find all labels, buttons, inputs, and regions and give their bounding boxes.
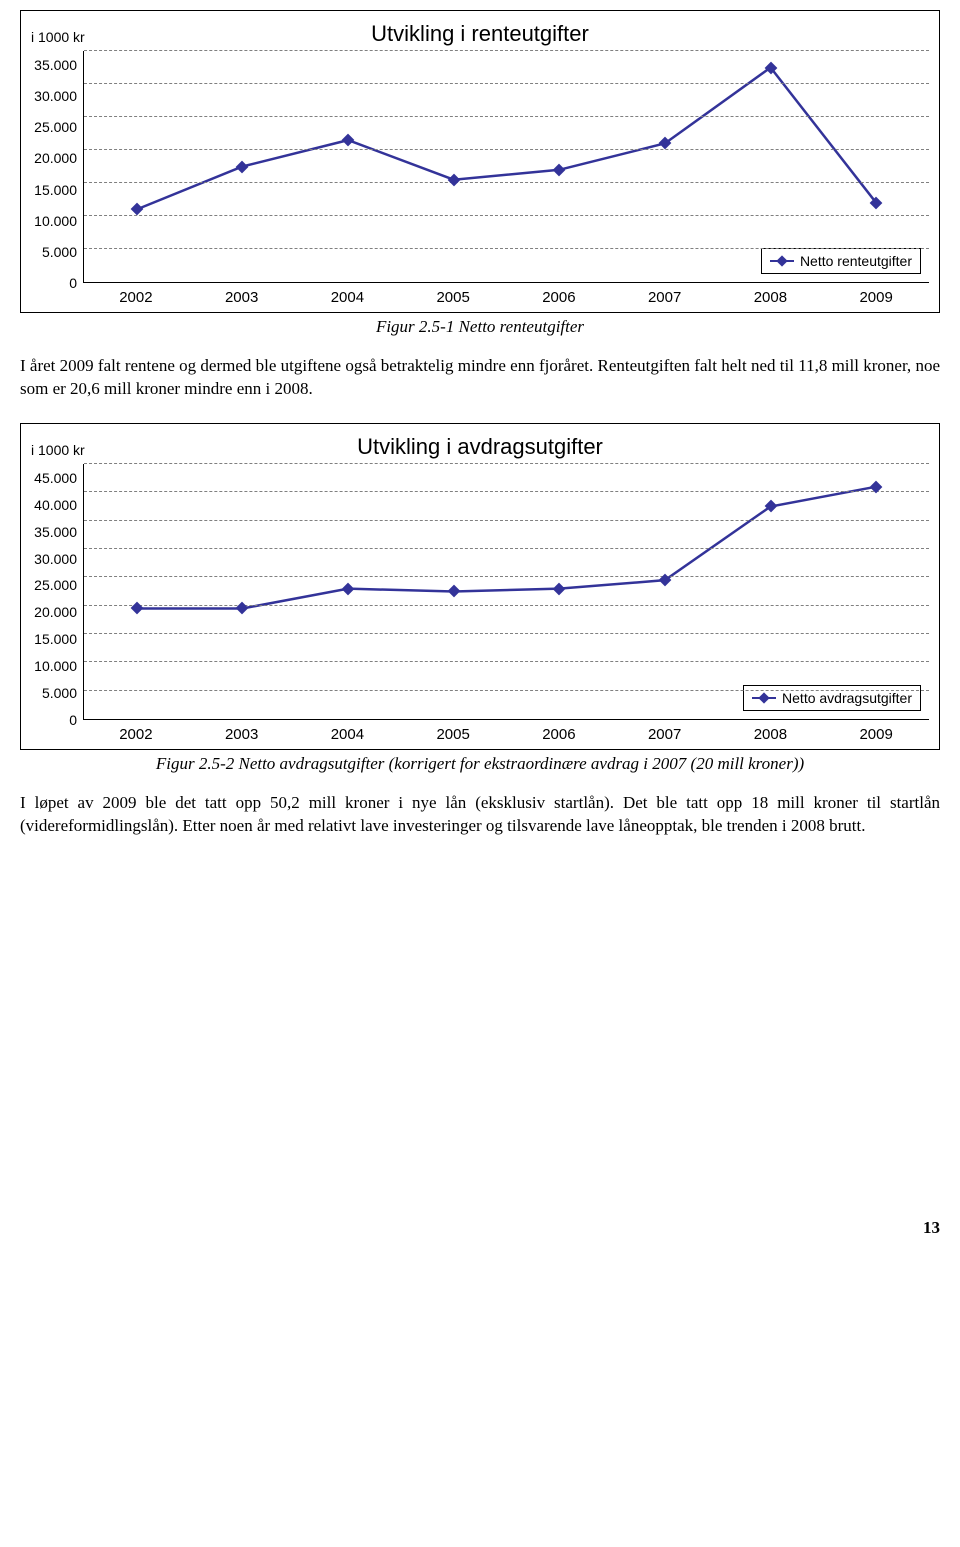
- y-tick-label: 25.000: [31, 120, 77, 134]
- y-tick-label: 30.000: [31, 552, 77, 566]
- chart-1-x-labels: 20022003200420052006200720082009: [83, 283, 929, 306]
- grid-line: [84, 548, 929, 549]
- y-tick-label: 15.000: [31, 183, 77, 197]
- x-tick-label: 2009: [823, 283, 929, 306]
- y-tick-label: 35.000: [31, 525, 77, 539]
- grid-line: [84, 215, 929, 216]
- y-tick-label: 0: [31, 713, 77, 727]
- chart-2-area: i 1000 kr 05.00010.00015.00020.00025.000…: [31, 464, 929, 720]
- grid-line: [84, 50, 929, 51]
- chart-1-legend-label: Netto renteutgifter: [800, 253, 912, 269]
- grid-line: [84, 149, 929, 150]
- chart-1-y-labels: 05.00010.00015.00020.00025.00030.00035.0…: [31, 51, 83, 283]
- grid-line: [84, 463, 929, 464]
- grid-line: [84, 248, 929, 249]
- x-tick-label: 2004: [295, 283, 401, 306]
- y-tick-label: 0: [31, 276, 77, 290]
- y-tick-label: 25.000: [31, 578, 77, 592]
- grid-line: [84, 491, 929, 492]
- y-tick-label: 30.000: [31, 89, 77, 103]
- y-tick-label: 10.000: [31, 214, 77, 228]
- y-tick-label: 20.000: [31, 605, 77, 619]
- y-tick-label: 15.000: [31, 632, 77, 646]
- chart-2-y-labels: 05.00010.00015.00020.00025.00030.00035.0…: [31, 464, 83, 720]
- chart-1-plot: Netto renteutgifter: [83, 51, 929, 283]
- grid-line: [84, 605, 929, 606]
- grid-line: [84, 690, 929, 691]
- grid-line: [84, 633, 929, 634]
- x-tick-label: 2007: [612, 283, 718, 306]
- x-tick-label: 2003: [189, 283, 295, 306]
- x-tick-label: 2005: [400, 720, 506, 743]
- grid-line: [84, 576, 929, 577]
- x-tick-label: 2008: [718, 720, 824, 743]
- chart-2-box: Utvikling i avdragsutgifter i 1000 kr 0 5…: [20, 423, 940, 750]
- caption-2: Figur 2.5-2 Netto avdragsutgifter (korri…: [20, 754, 940, 774]
- chart-1-box: Utvikling i renteutgifter i 1000 kr 0 5.0…: [20, 10, 940, 313]
- x-tick-label: 2006: [506, 720, 612, 743]
- grid-line: [84, 520, 929, 521]
- x-tick-label: 2008: [718, 283, 824, 306]
- chart-2-legend-label: Netto avdragsutgifter: [782, 690, 912, 706]
- x-tick-label: 2002: [83, 283, 189, 306]
- series-line: [137, 68, 876, 210]
- x-tick-label: 2002: [83, 720, 189, 743]
- chart-1-legend: Netto renteutgifter: [761, 248, 921, 274]
- chart-2-series-svg: [84, 464, 929, 719]
- caption-1: Figur 2.5-1 Netto renteutgifter: [20, 317, 940, 337]
- grid-line: [84, 661, 929, 662]
- grid-line: [84, 116, 929, 117]
- y-tick-label: 5.000: [31, 245, 77, 259]
- chart-1-area: i 1000 kr 05.00010.00015.00020.00025.000…: [31, 51, 929, 283]
- x-tick-label: 2003: [189, 720, 295, 743]
- y-tick-label: 5.000: [31, 686, 77, 700]
- diamond-marker-icon: [752, 697, 776, 699]
- x-tick-label: 2006: [506, 283, 612, 306]
- chart-2-x-labels: 20022003200420052006200720082009: [83, 720, 929, 743]
- y-tick-label: 20.000: [31, 151, 77, 165]
- chart-1-title: Utvikling i renteutgifter: [31, 21, 929, 47]
- chart-1-y-unit: i 1000 kr: [31, 29, 85, 45]
- y-tick-label: 40.000: [31, 498, 77, 512]
- chart-2-y-unit: i 1000 kr: [31, 442, 85, 458]
- x-tick-label: 2005: [400, 283, 506, 306]
- chart-2-plot: Netto avdragsutgifter: [83, 464, 929, 720]
- grid-line: [84, 182, 929, 183]
- grid-line: [84, 83, 929, 84]
- y-tick-label: 35.000: [31, 58, 77, 72]
- paragraph-1: I året 2009 falt rentene og dermed ble u…: [20, 355, 940, 401]
- x-tick-label: 2007: [612, 720, 718, 743]
- y-tick-label: 45.000: [31, 471, 77, 485]
- page-number: 13: [20, 1218, 940, 1238]
- y-tick-label: 10.000: [31, 659, 77, 673]
- paragraph-2: I løpet av 2009 ble det tatt opp 50,2 mi…: [20, 792, 940, 838]
- x-tick-label: 2009: [823, 720, 929, 743]
- chart-2-title: Utvikling i avdragsutgifter: [31, 434, 929, 460]
- x-tick-label: 2004: [295, 720, 401, 743]
- diamond-marker-icon: [770, 260, 794, 262]
